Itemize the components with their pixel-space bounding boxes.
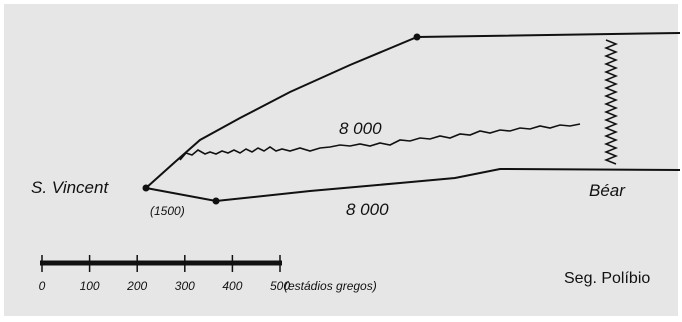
scale-labels: 0 100 200 300 400 500 [39, 279, 291, 293]
scale-ticks [41, 255, 281, 272]
place-label-s-vincent: S. Vincent [31, 178, 109, 197]
upper-distance-label: 8 000 [339, 119, 382, 138]
scale-tick-label: 400 [222, 279, 242, 293]
scale-tick-label: 300 [175, 279, 195, 293]
source-label: Seg. Políbio [564, 270, 650, 287]
lower-distance-label: 8 000 [346, 200, 389, 219]
point-upper-vertex [413, 33, 421, 41]
point-lower-vertex [212, 197, 220, 205]
scale-tick-label: 500 [270, 279, 290, 293]
scale-tick-label: 100 [80, 279, 100, 293]
place-label-bear: Béar [589, 181, 626, 200]
coastline [179, 123, 581, 161]
mountain-zigzag [603, 39, 619, 165]
scale-bar: 0 100 200 300 400 500 (estádios gregos) [39, 255, 377, 293]
origin-distance-label: (1500) [150, 204, 185, 218]
scale-tick-label: 0 [39, 279, 46, 293]
scale-unit-label: (estádios gregos) [284, 279, 377, 293]
upper-route-line [145, 32, 681, 189]
point-s-vincent [142, 184, 150, 192]
scale-tick-label: 200 [126, 279, 147, 293]
